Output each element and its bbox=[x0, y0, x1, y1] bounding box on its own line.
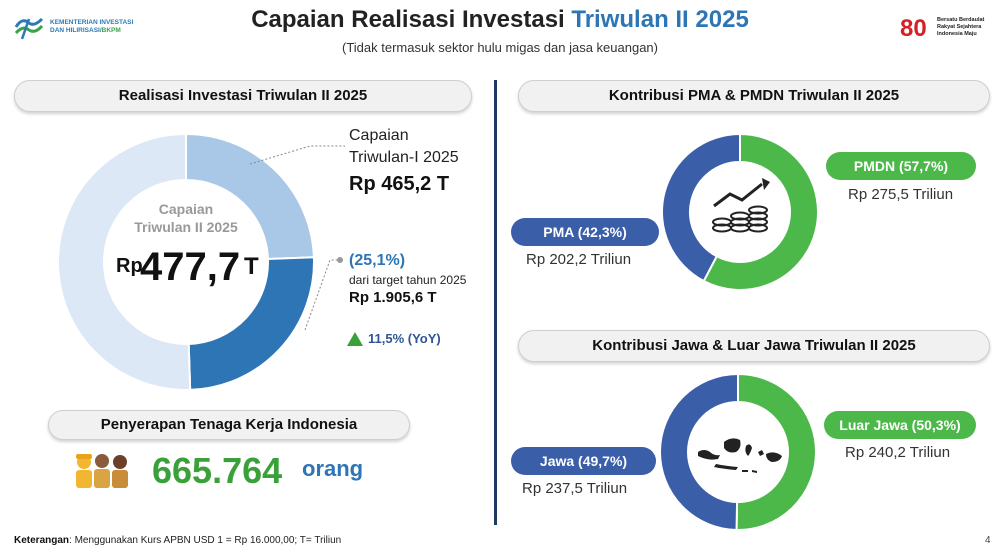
slice-luar-jawa bbox=[735, 372, 818, 531]
tw1-leader-line bbox=[250, 145, 345, 165]
slice-pmdn bbox=[702, 132, 819, 291]
footer-note-bold: Keterangan bbox=[14, 535, 70, 546]
logo-text-line2b: BKPM bbox=[101, 27, 121, 34]
tw1-value: Rp 465,2 T bbox=[349, 173, 450, 195]
realisasi-donut-chart: Capaian Triwulan II 2025 Rp 477,7 T bbox=[57, 132, 315, 391]
tw1-callout: Capaian Triwulan-I 2025 Rp 465,2 T bbox=[349, 125, 459, 195]
pct-leader-line bbox=[304, 257, 343, 331]
section-title-jawa: Kontribusi Jawa & Luar Jawa Triwulan II … bbox=[518, 330, 990, 362]
center-label-line1: Capaian bbox=[159, 201, 213, 217]
jawa-donut-chart bbox=[659, 372, 818, 532]
slice-pma bbox=[661, 132, 741, 283]
page-number: 4 bbox=[985, 535, 991, 546]
anniversary-logo: 80 Bersatu Berdaulat Rakyat Sejahtera In… bbox=[900, 12, 996, 42]
footer-note-text: : Menggunakan Kurs APBN USD 1 = Rp 16.00… bbox=[69, 535, 342, 546]
yoy-indicator: 11,5% (YoY) bbox=[347, 331, 441, 346]
section-title-realisasi: Realisasi Investasi Triwulan II 2025 bbox=[14, 80, 472, 112]
title-highlight: Triwulan II 2025 bbox=[571, 6, 749, 33]
luar-jawa-badge: Luar Jawa (50,3%) bbox=[824, 411, 976, 439]
logo-text-line2: DAN HILIRISASI/ bbox=[50, 27, 102, 34]
section-title-pma: Kontribusi PMA & PMDN Triwulan II 2025 bbox=[518, 80, 990, 112]
anniversary-80-icon: 80 bbox=[900, 15, 927, 40]
anniversary-number: 80 bbox=[900, 15, 927, 40]
indonesia-map-icon bbox=[698, 438, 782, 473]
slice-remaining bbox=[57, 132, 192, 391]
triangle-up-icon bbox=[347, 331, 363, 346]
workers-icon bbox=[76, 454, 128, 488]
section-title-pma-text: Kontribusi PMA & PMDN Triwulan II 2025 bbox=[608, 87, 900, 104]
pma-badge: PMA (42,3%) bbox=[511, 218, 659, 246]
section-divider bbox=[494, 80, 497, 525]
pct-callout: (25,1%) dari target tahun 2025 Rp 1.905,… bbox=[349, 252, 466, 306]
yoy-value: 11,5% (YoY) bbox=[368, 331, 441, 346]
ministry-emblem-icon bbox=[14, 17, 44, 40]
pmdn-label: PMDN (57,7%) bbox=[853, 158, 949, 174]
pma-label: PMA (42,3%) bbox=[543, 224, 627, 240]
labor-value: 665.764 bbox=[152, 450, 283, 491]
section-title-labor: Penyerapan Tenaga Kerja Indonesia bbox=[48, 410, 410, 440]
center-label-line2: Triwulan II 2025 bbox=[134, 219, 238, 235]
pma-value: Rp 202,2 Triliun bbox=[526, 251, 632, 268]
page-title: Capaian Realisasi Investasi Triwulan II … bbox=[0, 6, 1000, 34]
section-title-realisasi-text: Realisasi Investasi Triwulan II 2025 bbox=[118, 87, 368, 104]
jawa-badge: Jawa (49,7%) bbox=[511, 447, 656, 475]
center-suffix: T bbox=[244, 253, 259, 280]
pmdn-badge: PMDN (57,7%) bbox=[826, 152, 976, 180]
target-value: Rp 1.905,6 T bbox=[349, 289, 437, 306]
jawa-label: Jawa (49,7%) bbox=[539, 453, 628, 469]
pct-value: (25,1%) bbox=[349, 252, 406, 269]
section-title-jawa-text: Kontribusi Jawa & Luar Jawa Triwulan II … bbox=[592, 337, 916, 354]
labor-unit: orang bbox=[302, 456, 364, 481]
growth-chart-icon bbox=[712, 178, 770, 233]
pmdn-value: Rp 275,5 Triliun bbox=[848, 186, 954, 203]
center-value: 477,7 bbox=[140, 245, 240, 289]
slice-jawa bbox=[659, 372, 739, 532]
luar-jawa-value: Rp 240,2 Triliun bbox=[845, 444, 951, 461]
luar-jawa-label: Luar Jawa (50,3%) bbox=[839, 417, 961, 433]
tw1-label-line1: Capaian bbox=[349, 127, 409, 144]
page-subtitle: (Tidak termasuk sektor hulu migas dan ja… bbox=[341, 40, 658, 55]
footer-note: Keterangan: Menggunakan Kurs APBN USD 1 … bbox=[14, 535, 341, 546]
anniversary-text: Bersatu Berdaulat Rakyat Sejahtera Indon… bbox=[937, 16, 985, 37]
pct-desc: dari target tahun 2025 bbox=[349, 273, 467, 287]
logo-text-line1: KEMENTERIAN INVESTASI bbox=[50, 19, 134, 26]
tw1-label-line2: Triwulan-I 2025 bbox=[349, 149, 459, 166]
center-prefix: Rp bbox=[116, 255, 143, 277]
ministry-logo: KEMENTERIAN INVESTASI DAN HILIRISASI/BKP… bbox=[14, 10, 164, 44]
section-title-labor-text: Penyerapan Tenaga Kerja Indonesia bbox=[100, 416, 358, 433]
jawa-value: Rp 237,5 Triliun bbox=[522, 480, 628, 497]
title-main: Capaian Realisasi Investasi bbox=[251, 6, 572, 33]
pma-donut-chart bbox=[661, 132, 819, 291]
